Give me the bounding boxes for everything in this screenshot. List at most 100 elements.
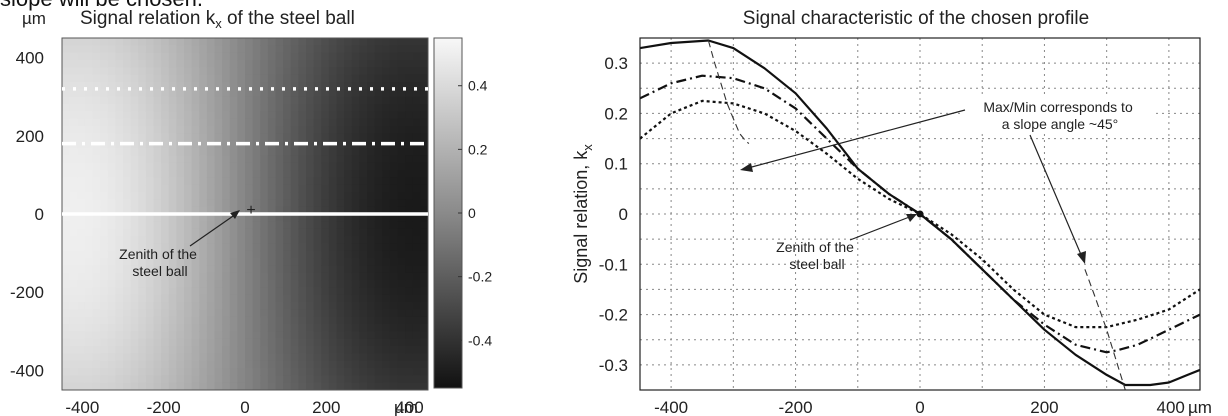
heatmap-cell [313,96,322,105]
heatmap-cell [115,177,124,186]
line-chart-x-tick-label: 200 [1030,398,1058,416]
heatmap-cell [107,82,116,90]
heatmap-cell [62,221,71,230]
heatmap-cell [161,221,170,230]
heatmap-cell [245,133,254,142]
heatmap-cell [84,184,94,193]
heatmap-cell [115,104,124,112]
heatmap-cell [397,126,406,134]
heatmap-cell [176,272,185,281]
heatmap-cell [260,96,269,105]
heatmap-cell [191,60,200,68]
heatmap-cell [107,52,116,61]
heatmap-cell [405,309,414,318]
heatmap-cell [344,45,353,54]
heatmap-cell [130,265,139,274]
heatmap-cell [199,316,208,325]
heatmap-cell [420,96,428,105]
heatmap-cell [351,243,360,252]
heatmap-cell [84,170,94,178]
heatmap-cell [367,338,376,347]
heatmap-cell [191,360,200,369]
heatmap-cell [336,118,345,127]
heatmap-cell [260,368,269,376]
heatmap-cell [100,346,109,354]
heatmap-cell [275,221,284,230]
heatmap-cell [168,192,177,200]
heatmap-cell [298,184,307,193]
heatmap-cell [138,258,147,266]
heatmap-cell [405,338,414,347]
heatmap-cell [176,228,185,237]
heatmap-cell [214,74,223,83]
heatmap-cell [214,67,223,76]
heatmap-cell [283,96,292,105]
heatmap-cell [321,250,330,259]
heatmap-cell [252,250,261,259]
heatmap-cell [62,148,71,156]
heatmap-cell [359,250,368,259]
heatmap-cell [313,382,322,390]
heatmap-cell [168,338,177,347]
heatmap-cell [168,170,177,178]
heatmap-cell [275,206,284,215]
heatmap-cell [168,177,177,186]
heatmap-cell [69,184,78,193]
heatmap-cell [191,89,200,98]
heatmap-cell [252,118,261,127]
heatmap-cell [115,368,124,376]
heatmap-cell [168,324,177,332]
heatmap-cell [161,280,170,288]
heatmap-cell [168,236,177,244]
heatmap-cell [184,155,193,164]
heatmap-cell [130,118,139,127]
heatmap-cell [184,324,193,332]
heatmap-cell [313,133,322,142]
heatmap-cell [306,111,315,120]
heatmap-cell [138,368,147,376]
heatmap-cell [313,206,322,215]
heatmap-cell [153,111,162,120]
heatmap-cell [420,294,428,303]
heatmap-cell [123,214,132,222]
heatmap-cell [176,250,185,259]
heatmap-cell [306,272,315,281]
heatmap-cell [389,258,399,266]
heatmap-cell [267,214,277,222]
heatmap-zenith-annotation: Zenith of the steel ball [119,210,240,279]
heatmap-cell [405,199,414,208]
heatmap-cell [267,170,277,178]
heatmap-cell [290,243,299,252]
heatmap-cell [260,126,269,134]
heatmap-cell [138,287,147,296]
heatmap-cell [138,302,147,310]
heatmap-cell [260,331,269,340]
heatmap-cell [145,316,155,325]
heatmap-cell [153,155,162,164]
heatmap-cell [351,346,360,354]
heatmap-cell [367,82,376,90]
heatmap-cell [405,96,414,105]
heatmap-cell [405,52,414,61]
heatmap-cell [176,346,185,354]
heatmap-cell [298,243,307,252]
heatmap-cell [374,214,383,222]
heatmap-cell [283,302,292,310]
heatmap-cell [245,96,254,105]
heatmap-cell [138,111,147,120]
heatmap-image [62,38,428,390]
heatmap-cell [130,331,139,340]
heatmap-cell [367,360,376,369]
heatmap-cell [359,382,368,390]
heatmap-cell [199,38,208,46]
heatmap-cell [397,170,406,178]
heatmap-cell [123,309,132,318]
heatmap-cell [367,324,376,332]
heatmap-cell [252,221,261,230]
heatmap-cell [130,236,139,244]
heatmap-cell [374,74,383,83]
heatmap-cell [267,111,277,120]
heatmap-cell [306,206,315,215]
heatmap-cell [222,243,231,252]
heatmap-cell [275,45,284,54]
